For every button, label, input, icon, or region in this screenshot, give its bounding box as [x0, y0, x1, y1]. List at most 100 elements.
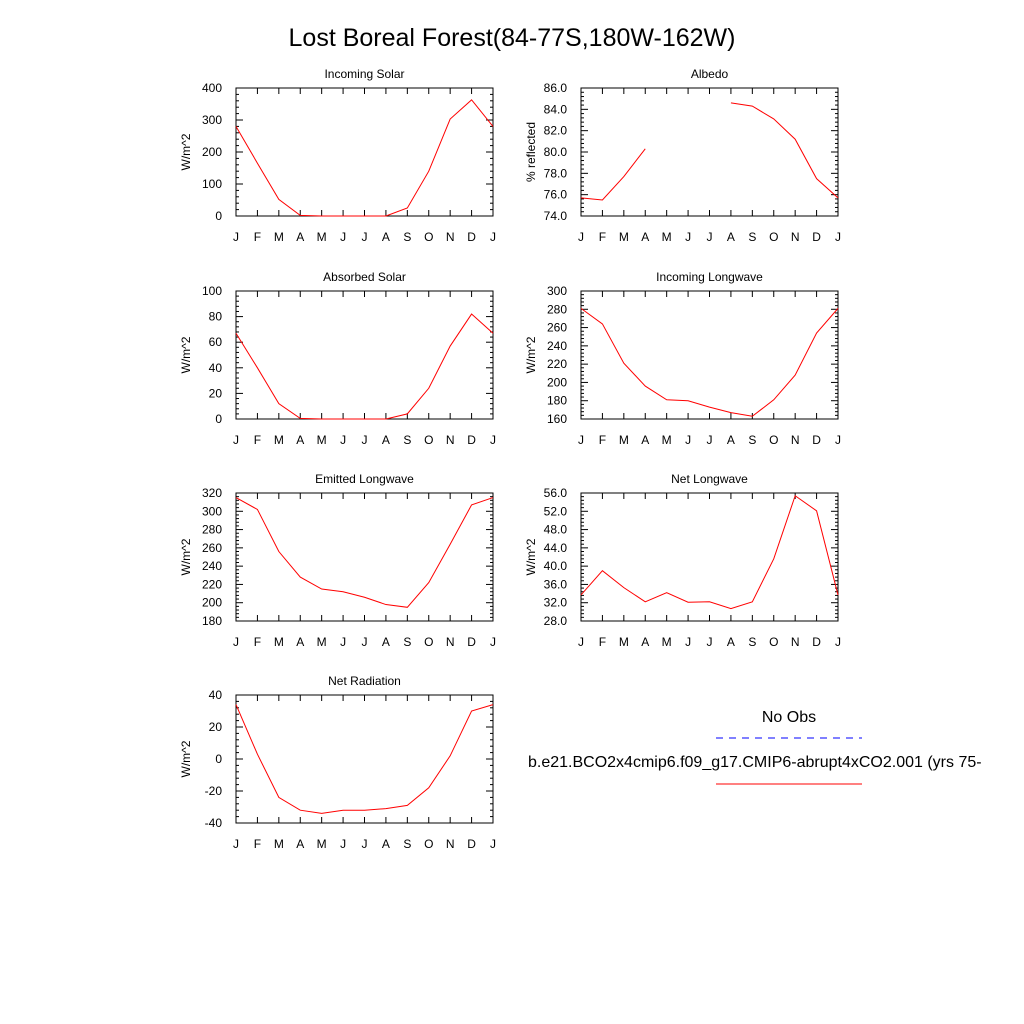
- x-tick-label: J: [578, 635, 584, 649]
- x-tick-label: D: [467, 837, 476, 851]
- main-title: Lost Boreal Forest(84-77S,180W-162W): [289, 24, 736, 52]
- x-tick-label: N: [446, 230, 455, 244]
- x-tick-label: M: [619, 230, 629, 244]
- y-axis-label: W/m^2: [179, 740, 193, 777]
- x-tick-label: N: [791, 433, 800, 447]
- y-tick-label: 300: [202, 504, 222, 518]
- x-tick-label: M: [662, 230, 672, 244]
- y-tick-label: 160: [547, 412, 567, 426]
- x-tick-label: J: [340, 230, 346, 244]
- y-tick-label: 220: [547, 357, 567, 371]
- panel-title: Albedo: [691, 67, 729, 81]
- x-tick-label: A: [641, 230, 649, 244]
- x-tick-label: S: [748, 230, 756, 244]
- x-tick-label: J: [490, 230, 496, 244]
- y-tick-label: 180: [547, 394, 567, 408]
- x-tick-label: J: [835, 433, 841, 447]
- y-tick-label: 76.0: [544, 188, 568, 202]
- x-tick-label: J: [835, 635, 841, 649]
- x-tick-label: M: [317, 433, 327, 447]
- x-tick-label: J: [685, 433, 691, 447]
- y-tick-label: 80.0: [544, 145, 568, 159]
- x-tick-label: O: [424, 635, 433, 649]
- x-tick-label: N: [791, 635, 800, 649]
- series-line: [580, 494, 839, 610]
- x-tick-label: A: [641, 635, 649, 649]
- x-tick-label: M: [317, 837, 327, 851]
- x-tick-label: A: [727, 635, 735, 649]
- x-tick-label: F: [254, 837, 261, 851]
- x-tick-label: N: [446, 837, 455, 851]
- y-tick-label: 28.0: [544, 614, 568, 628]
- plot-frame: [235, 694, 494, 824]
- x-tick-label: M: [274, 433, 284, 447]
- y-tick-label: 260: [547, 321, 567, 335]
- panel-title: Incoming Longwave: [656, 270, 763, 284]
- y-tick-label: 40.0: [544, 559, 568, 573]
- x-tick-label: J: [340, 837, 346, 851]
- series-line: [235, 704, 494, 814]
- series-line: [235, 313, 494, 420]
- y-tick-label: 300: [547, 284, 567, 298]
- y-tick-label: 86.0: [544, 81, 568, 95]
- y-tick-label: 60: [209, 335, 223, 349]
- panel-title: Net Longwave: [671, 472, 748, 486]
- x-tick-label: J: [340, 433, 346, 447]
- x-tick-label: M: [619, 635, 629, 649]
- series-line: [730, 102, 839, 199]
- y-tick-label: 260: [202, 541, 222, 555]
- x-tick-label: F: [599, 635, 606, 649]
- panel-title: Absorbed Solar: [323, 270, 406, 284]
- y-tick-label: 100: [202, 177, 222, 191]
- series-line: [235, 99, 494, 217]
- x-tick-label: A: [296, 635, 304, 649]
- x-tick-label: F: [254, 433, 261, 447]
- y-tick-label: 32.0: [544, 596, 568, 610]
- y-tick-label: 40: [209, 361, 223, 375]
- x-tick-label: J: [233, 230, 239, 244]
- y-tick-label: 36.0: [544, 577, 568, 591]
- panel-title: Net Radiation: [328, 674, 401, 688]
- plot-frame: [235, 87, 494, 217]
- x-tick-label: O: [424, 837, 433, 851]
- x-tick-label: J: [362, 837, 368, 851]
- y-tick-label: 100: [202, 284, 222, 298]
- y-tick-label: 280: [547, 302, 567, 316]
- x-tick-label: J: [685, 230, 691, 244]
- x-tick-label: S: [403, 635, 411, 649]
- x-tick-label: O: [769, 433, 778, 447]
- x-tick-label: M: [619, 433, 629, 447]
- x-tick-label: A: [641, 433, 649, 447]
- y-tick-label: 200: [202, 145, 222, 159]
- series-line: [235, 497, 494, 608]
- x-tick-label: F: [599, 230, 606, 244]
- y-tick-label: 20: [209, 386, 223, 400]
- y-tick-label: 0: [215, 752, 222, 766]
- x-tick-label: J: [490, 837, 496, 851]
- y-tick-label: 240: [547, 339, 567, 353]
- x-tick-label: N: [446, 433, 455, 447]
- x-tick-label: M: [662, 635, 672, 649]
- x-tick-label: O: [424, 230, 433, 244]
- x-tick-label: J: [340, 635, 346, 649]
- x-tick-label: F: [254, 635, 261, 649]
- x-tick-label: A: [382, 230, 390, 244]
- x-tick-label: S: [748, 635, 756, 649]
- x-tick-label: D: [812, 230, 821, 244]
- x-tick-label: S: [403, 230, 411, 244]
- legend-label-model: b.e21.BCO2x4cmip6.f09_g17.CMIP6-abrupt4x…: [528, 754, 982, 771]
- x-tick-label: A: [727, 230, 735, 244]
- x-tick-label: D: [812, 433, 821, 447]
- y-tick-label: 180: [202, 614, 222, 628]
- x-tick-label: F: [599, 433, 606, 447]
- y-tick-label: 280: [202, 523, 222, 537]
- x-tick-label: N: [791, 230, 800, 244]
- y-axis-label: W/m^2: [179, 538, 193, 575]
- y-tick-label: 40: [209, 688, 223, 702]
- x-tick-label: S: [403, 433, 411, 447]
